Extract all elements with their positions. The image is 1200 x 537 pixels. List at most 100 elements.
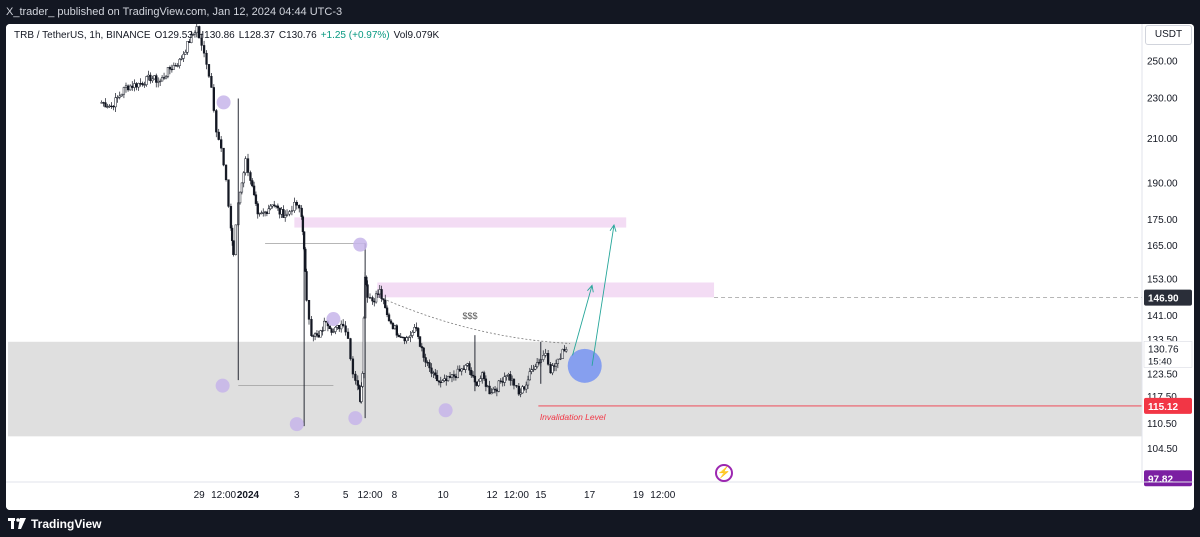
low-value: L128.37 [238, 30, 275, 41]
candle-body [135, 83, 138, 88]
candle-body [298, 205, 301, 209]
time-tick-label: 2024 [237, 490, 260, 501]
candle-body [420, 346, 424, 349]
candle-body [160, 77, 164, 82]
candle-body [244, 158, 247, 174]
candle-body [426, 362, 429, 364]
candle-body [137, 83, 140, 88]
swing-point-marker [326, 312, 341, 327]
candle-body [443, 378, 446, 381]
open-value: O129.53 [154, 30, 193, 41]
candle-body [271, 204, 274, 207]
candle-body [108, 105, 111, 108]
candle-body [321, 330, 324, 332]
candle-body [227, 179, 230, 207]
brand-name: TradingView [31, 516, 102, 531]
candle-body [376, 293, 380, 295]
candle-body [195, 26, 198, 33]
candle-body [215, 110, 218, 133]
candle-body [546, 353, 550, 365]
candle-body [212, 87, 215, 111]
candle-body [385, 307, 389, 315]
lightning-icon[interactable]: ⚡ [715, 464, 733, 482]
candle-body [503, 376, 506, 383]
time-tick-label: 5 [343, 490, 349, 501]
candle-body [222, 147, 225, 166]
publisher-bar: X_trader_ published on TradingView.com, … [0, 0, 1200, 24]
candle-body [484, 378, 488, 387]
candle-body [407, 336, 410, 339]
candle-body [409, 335, 412, 338]
candle-body [153, 75, 156, 80]
candle-body [301, 216, 305, 232]
candle-body [230, 227, 234, 241]
chart-frame[interactable]: $$$ Invalidation Level 250.00 230.00 210.00 1… [6, 24, 1194, 510]
candle-body [238, 191, 242, 204]
candle-body [288, 211, 291, 215]
candle-body [340, 323, 343, 330]
candle-body [317, 334, 320, 338]
candle-body [174, 65, 177, 67]
candle-body [217, 131, 220, 140]
candle-body [220, 139, 223, 149]
candle-body [151, 78, 154, 82]
candle-body [553, 365, 556, 367]
candle-body [114, 97, 117, 108]
candle-body [507, 374, 510, 376]
candle-body [118, 95, 121, 98]
price-tick-label: 117.50 [1147, 392, 1177, 403]
candle-body [450, 374, 454, 378]
candle-body [157, 81, 160, 83]
candle-body [254, 194, 258, 204]
candle-body [360, 386, 363, 402]
candle-body [559, 358, 562, 360]
candle-body [312, 335, 315, 337]
candle-body [263, 211, 267, 213]
candle-body [357, 385, 361, 390]
candle-body [116, 96, 119, 99]
candle-body [176, 65, 179, 67]
liquidity-label: $$$ [463, 311, 478, 321]
swing-point-marker [216, 95, 231, 110]
symbol-label[interactable]: TRB / TetherUS, 1h, BINANCE [14, 30, 151, 41]
candle-body [190, 33, 193, 43]
candle-body [334, 327, 337, 332]
candle-body [495, 389, 499, 392]
candle-body [521, 386, 524, 394]
candle-body [269, 205, 272, 210]
candle-body [354, 373, 357, 381]
candle-body [282, 209, 285, 218]
candle-body [313, 333, 317, 337]
time-tick-label: 12 [486, 490, 498, 501]
time-tick-label: 12:00 [504, 490, 529, 501]
candle-body [458, 368, 461, 372]
candle-body [501, 381, 504, 383]
price-tick-label: 175.00 [1147, 215, 1178, 226]
candle-body [515, 385, 518, 387]
candle-body [441, 380, 444, 383]
volume-value: Vol9.079K [393, 30, 440, 41]
candle-body [481, 372, 484, 379]
candle-body [387, 314, 391, 322]
candle-body [373, 300, 376, 303]
candle-body [418, 336, 422, 347]
price-tick-label: 190.00 [1147, 178, 1178, 189]
candle-body [274, 205, 278, 207]
candle-body [110, 105, 113, 108]
price-tick-label: 141.00 [1147, 311, 1178, 322]
price-tick-label: 153.00 [1147, 275, 1178, 286]
candle-body [280, 209, 283, 215]
candle-body [126, 85, 130, 91]
currency-selector[interactable]: USDT [1145, 25, 1192, 45]
projection-arrow-short [572, 285, 593, 356]
candle-body [284, 215, 287, 218]
candle-body [295, 201, 298, 206]
price-chart[interactable]: $$$ Invalidation Level 250.00 230.00 210.00 1… [6, 24, 1194, 510]
ohlc-legend: TRB / TetherUS, 1h, BINANCE O129.53 H130… [14, 30, 439, 41]
candle-body [532, 368, 535, 371]
candle-body [106, 106, 109, 108]
candle-body [464, 364, 467, 370]
candle-body [551, 365, 554, 374]
candle-body [262, 212, 265, 214]
candle-body [178, 59, 181, 66]
